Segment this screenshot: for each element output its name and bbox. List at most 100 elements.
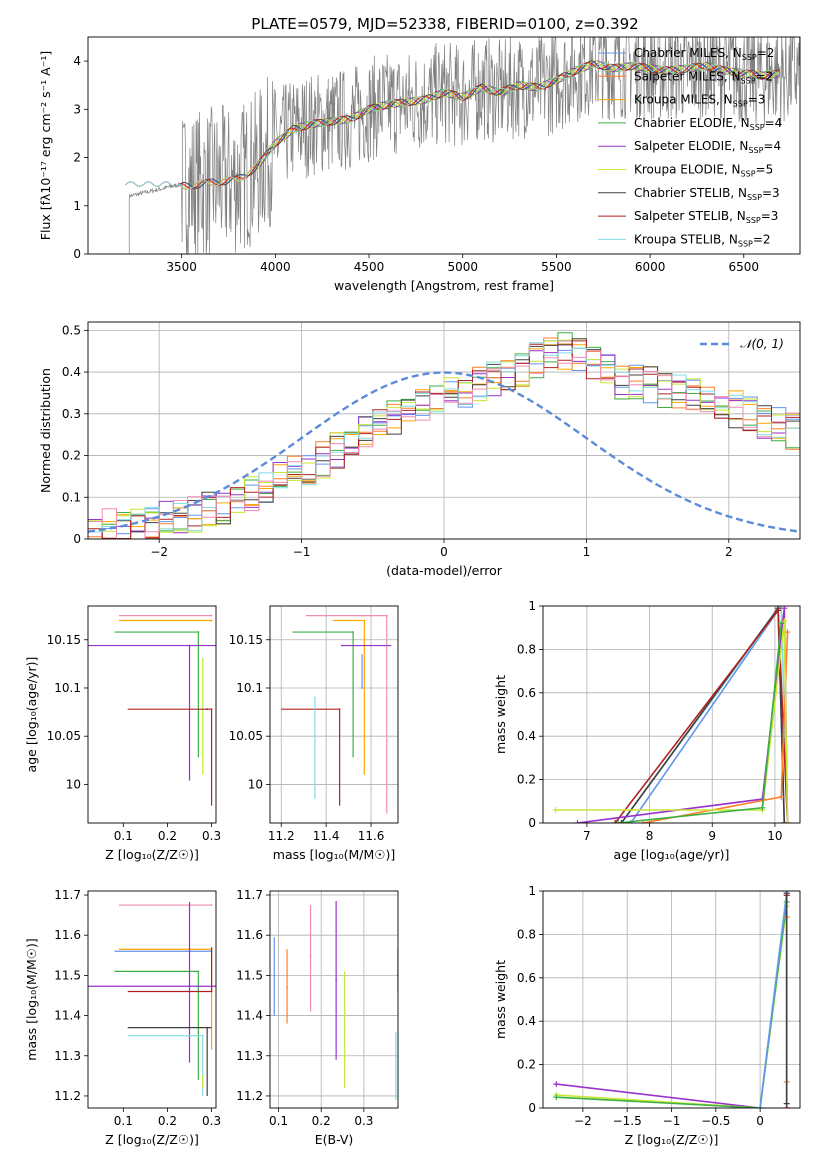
y-tick-label: 10.15 xyxy=(229,633,263,647)
x-axis-label: E(B-V) xyxy=(315,1132,354,1147)
data-point xyxy=(206,1026,209,1029)
panel-weight_vs_Z: −2 −1.5 −1 −0.5 0 0 0.2 0.4 0.6 0.8 1 Z [log₁₀(Z/Z☉… xyxy=(493,884,801,1147)
axes-frame xyxy=(87,36,801,255)
axes-frame xyxy=(87,890,217,1109)
x-tick-label: 0 xyxy=(440,545,448,559)
y-tick-label: 1 xyxy=(528,599,536,613)
weight-series-line xyxy=(620,606,789,823)
legend-entry: Salpeter STELIB, NSSP=3 xyxy=(634,209,778,225)
plot-area-spectrum xyxy=(125,37,800,254)
weight-marker xyxy=(778,606,785,609)
y-tick-label: 11.2 xyxy=(236,1089,263,1103)
x-tick-label: −1 xyxy=(663,1114,681,1128)
weight-marker xyxy=(574,820,581,823)
data-point xyxy=(309,954,312,957)
x-tick-label: 0.1 xyxy=(269,1114,288,1128)
x-tick-label: 10 xyxy=(767,829,782,843)
data-point xyxy=(385,614,388,617)
x-tick-label: 0.3 xyxy=(202,829,221,843)
y-tick-label: 1 xyxy=(528,884,536,898)
x-tick-label: 5000 xyxy=(447,260,478,274)
y-axis-label: mass weight xyxy=(493,675,508,754)
legend-entry: 𝒩(0, 1) xyxy=(740,337,784,351)
panel-residuals: −2 −1 0 1 2 0 0.1 0.2 0.3 0.4 0.5 (data-model)/erro… xyxy=(38,321,801,578)
y-tick-label: 2 xyxy=(73,151,81,165)
model-series-line xyxy=(125,62,781,190)
y-axis-label: Flux [fλ10⁻¹⁷ erg cm⁻² s⁻¹ A⁻¹] xyxy=(38,51,53,240)
x-tick-label: 0.3 xyxy=(202,1114,221,1128)
x-tick-label: 11.4 xyxy=(313,829,340,843)
x-tick-label: 1 xyxy=(583,545,591,559)
data-point xyxy=(197,631,200,633)
x-tick-label: −2 xyxy=(574,1114,592,1128)
x-tick-label: −1 xyxy=(293,545,311,559)
y-tick-label: 10.1 xyxy=(54,681,81,695)
x-tick-label: −2 xyxy=(150,545,168,559)
y-axis-label: Normed distribution xyxy=(38,368,53,493)
y-tick-label: 11.6 xyxy=(54,928,81,942)
y-tick-label: 0.1 xyxy=(62,490,81,504)
y-tick-label: 10.05 xyxy=(229,729,263,743)
x-tick-label: 6500 xyxy=(729,260,760,274)
y-axis-label: mass weight xyxy=(493,960,508,1039)
axes-frame xyxy=(269,605,399,824)
plot-area-mass_vs_Z xyxy=(88,901,216,1096)
panel-spectrum: 3500 4000 4500 5000 5500 6000 6500 0 1 2 3 4 wavelen… xyxy=(38,36,801,293)
y-tick-label: 11.4 xyxy=(236,1009,263,1023)
y-tick-label: 0.2 xyxy=(517,1058,536,1072)
y-tick-label: 0.8 xyxy=(517,927,536,941)
x-tick-label: 4500 xyxy=(354,260,385,274)
data-point xyxy=(210,708,213,711)
y-tick-label: 0 xyxy=(528,1101,536,1115)
data-point xyxy=(201,1034,204,1037)
y-tick-label: 11.2 xyxy=(54,1089,81,1103)
y-tick-label: 0.6 xyxy=(517,686,536,700)
weight-marker xyxy=(784,820,791,823)
spectrum-legend: Chabrier MILES, NSSP=2 Salpeter MILES, NS… xyxy=(598,46,782,248)
x-axis-label: Z [log₁₀(Z/Z☉)] xyxy=(625,1132,719,1147)
y-tick-label: 0 xyxy=(73,532,81,546)
weight-series-line xyxy=(620,606,786,823)
weight-marker xyxy=(778,620,785,627)
x-tick-label: 4000 xyxy=(260,260,291,274)
legend-entry: Salpeter ELODIE, NSSP=4 xyxy=(634,139,781,155)
plot-area-weight_vs_Z xyxy=(553,891,790,1108)
model-series-line xyxy=(125,62,780,190)
axes-frame xyxy=(542,890,801,1109)
data-point xyxy=(201,1074,204,1077)
data-point xyxy=(335,978,338,981)
data-point xyxy=(338,708,341,711)
y-tick-label: 11.3 xyxy=(54,1049,81,1063)
data-point xyxy=(206,708,209,711)
weight-marker xyxy=(553,1081,560,1088)
histogram-step xyxy=(88,332,800,539)
y-tick-label: 0 xyxy=(528,816,536,830)
data-point xyxy=(201,658,204,660)
x-axis-label: Z [log₁₀(Z/Z☉)] xyxy=(105,1132,199,1147)
data-point xyxy=(363,619,366,622)
figure-title: PLATE=0579, MJD=52338, FIBERID=0100, z=0… xyxy=(251,15,638,33)
weight-marker xyxy=(618,820,625,823)
y-tick-label: 0 xyxy=(73,247,81,261)
x-tick-label: 11.6 xyxy=(358,829,385,843)
x-tick-label: 0 xyxy=(756,1114,764,1128)
data-point xyxy=(188,985,191,988)
histogram-step xyxy=(88,338,800,533)
data-point xyxy=(343,1026,346,1029)
data-spectrum-line xyxy=(128,37,800,254)
normal-curve xyxy=(88,371,800,533)
data-point xyxy=(340,644,343,647)
y-tick-label: 11.5 xyxy=(54,968,81,982)
y-axis-label: mass [log₁₀(M/M☉)] xyxy=(24,938,39,1060)
plot-area-mass_vs_ebv xyxy=(273,901,398,1100)
x-tick-label: 0.1 xyxy=(114,1114,133,1128)
model-series-line xyxy=(256,60,781,171)
legend-entry: Chabrier STELIB, NSSP=3 xyxy=(634,186,780,202)
data-point xyxy=(197,970,200,973)
data-point xyxy=(210,990,213,993)
weight-marker xyxy=(759,804,766,811)
y-tick-label: 11.5 xyxy=(236,968,263,982)
x-axis-label: age [log₁₀(age/yr)] xyxy=(614,847,730,862)
x-tick-label: 0.2 xyxy=(158,829,177,843)
